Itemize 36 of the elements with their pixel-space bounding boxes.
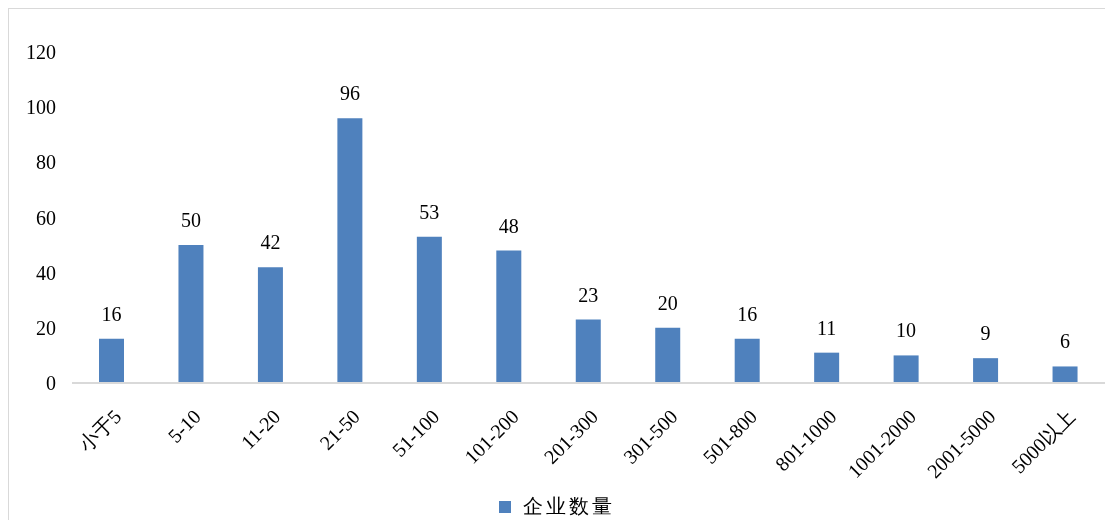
bar	[973, 358, 999, 383]
bar	[178, 245, 204, 383]
data-label: 16	[101, 302, 122, 325]
bar	[575, 319, 601, 383]
data-label: 16	[737, 302, 758, 325]
data-label: 23	[578, 283, 599, 306]
bar	[734, 338, 760, 383]
y-tick-label: 20	[36, 316, 56, 339]
bar	[337, 118, 363, 383]
data-label: 6	[1060, 330, 1071, 353]
y-tick-label: 120	[26, 41, 56, 64]
bar	[416, 236, 442, 383]
y-tick-label: 40	[36, 261, 56, 284]
data-label: 11	[817, 316, 837, 339]
data-label: 53	[419, 200, 440, 223]
data-label: 20	[657, 291, 678, 314]
x-tick-label: 小于5	[74, 405, 126, 457]
bar	[99, 338, 124, 383]
data-label: 10	[896, 319, 917, 342]
x-tick-label: 5-10	[163, 405, 205, 447]
data-label: 96	[339, 82, 360, 105]
bar	[814, 352, 840, 383]
bar	[257, 267, 283, 383]
data-label: 42	[260, 231, 281, 254]
bar	[496, 250, 522, 383]
bar	[893, 355, 919, 383]
y-tick-label: 100	[26, 96, 56, 119]
bar	[655, 327, 681, 383]
legend-label: 企业数量	[523, 494, 615, 519]
data-label: 50	[180, 209, 201, 232]
y-tick-label: 0	[46, 372, 56, 395]
y-tick-label: 60	[36, 206, 56, 229]
y-tick-label: 80	[36, 151, 56, 174]
data-label: 48	[498, 214, 519, 237]
data-label: 9	[980, 322, 991, 345]
bar	[1052, 366, 1078, 383]
